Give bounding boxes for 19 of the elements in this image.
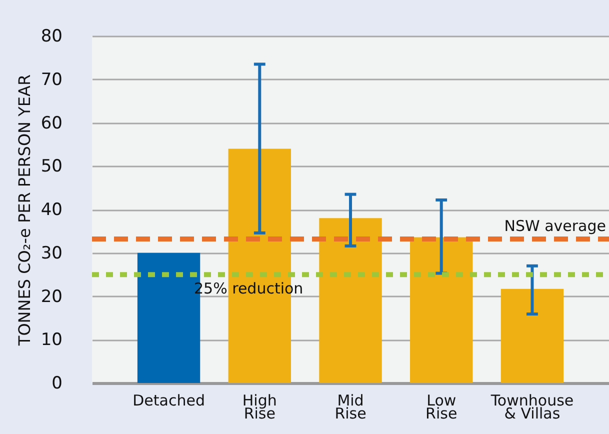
x-tick-label: Mid Rise [334, 392, 366, 422]
bar [500, 288, 564, 383]
x-tick-label: High Rise [242, 392, 277, 422]
x-tick-label: Detached [132, 392, 205, 410]
y-tick-label: 60 [40, 113, 62, 134]
bar [410, 237, 473, 383]
x-tick-label: Low Rise [426, 392, 458, 422]
y-tick-label: 40 [40, 200, 62, 220]
y-tick-label: 30 [40, 243, 62, 264]
x-tick-label: Townhouse & Villas [490, 392, 574, 422]
y-tick-label: 0 [52, 374, 62, 394]
y-tick-label: 10 [40, 330, 62, 350]
y-tick-label: 50 [40, 156, 62, 177]
y-tick-label: 70 [40, 70, 62, 90]
y-axis-title: TONNES CO₂-e PER PERSON YEAR [14, 74, 34, 347]
y-tick-label: 80 [40, 26, 62, 46]
ref-line-label: NSW average [504, 216, 606, 235]
bar [319, 218, 382, 383]
y-tick-label: 20 [40, 286, 62, 307]
